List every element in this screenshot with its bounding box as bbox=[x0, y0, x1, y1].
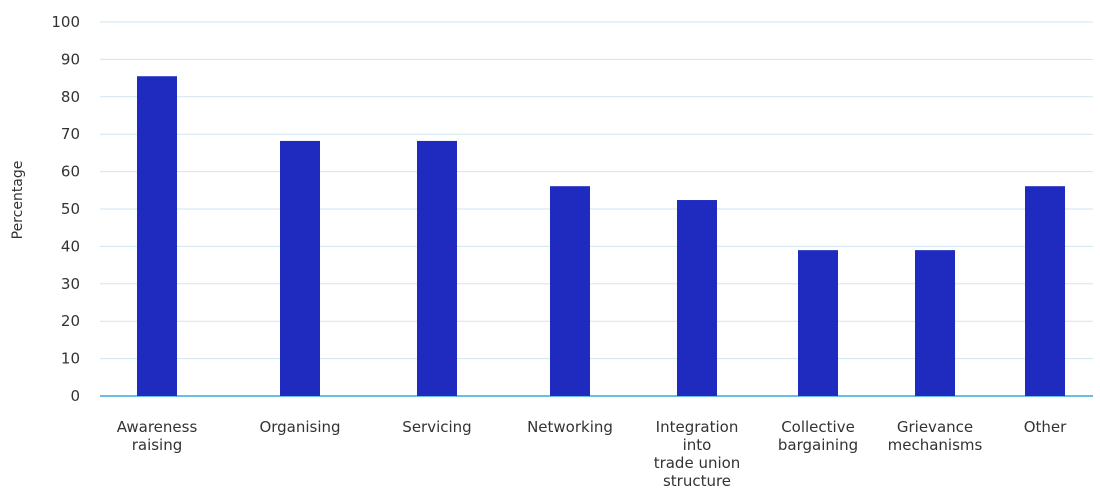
y-tick-label: 70 bbox=[61, 125, 80, 143]
x-category-label: Servicing bbox=[402, 418, 471, 436]
y-tick-label: 60 bbox=[61, 163, 80, 181]
bar bbox=[915, 250, 955, 396]
x-category-label-line: raising bbox=[132, 436, 183, 454]
y-tick-label: 100 bbox=[51, 13, 80, 31]
bar bbox=[417, 140, 457, 396]
y-tick-label: 10 bbox=[61, 350, 80, 368]
x-category-label: Other bbox=[1024, 418, 1067, 436]
bar bbox=[1025, 186, 1065, 396]
y-axis-ticks: 0 10 20 30 40 50 60 70 80 90 100 bbox=[51, 13, 80, 405]
x-category-label: Networking bbox=[527, 418, 613, 436]
x-category-label-line: bargaining bbox=[778, 436, 858, 454]
gridlines bbox=[100, 21, 1093, 397]
y-tick-label: 50 bbox=[61, 200, 80, 218]
bars bbox=[137, 76, 1065, 396]
y-tick-label: 40 bbox=[61, 237, 80, 255]
x-category-label-line: Servicing bbox=[402, 418, 471, 436]
x-category-label-line: trade union bbox=[654, 454, 741, 472]
x-category-label-line: Awareness bbox=[117, 418, 198, 436]
x-category-label-line: structure bbox=[663, 472, 731, 490]
x-category-label-line: Networking bbox=[527, 418, 613, 436]
x-category-label-line: Integration bbox=[656, 418, 739, 436]
y-axis-title: Percentage bbox=[10, 161, 26, 240]
x-category-label-line: Collective bbox=[781, 418, 855, 436]
x-category-label-line: mechanisms bbox=[888, 436, 983, 454]
bar bbox=[137, 76, 177, 396]
x-category-label: Organising bbox=[259, 418, 340, 436]
y-tick-label: 90 bbox=[61, 50, 80, 68]
x-category-label-line: Organising bbox=[259, 418, 340, 436]
x-category-label-line: Grievance bbox=[897, 418, 973, 436]
x-category-label-line: Other bbox=[1024, 418, 1067, 436]
y-tick-label: 30 bbox=[61, 275, 80, 293]
bar bbox=[550, 186, 590, 396]
y-tick-label: 80 bbox=[61, 88, 80, 106]
bar bbox=[677, 200, 717, 396]
y-tick-label: 0 bbox=[70, 387, 80, 405]
x-category-label-line: into bbox=[683, 436, 712, 454]
bar bbox=[798, 250, 838, 396]
y-tick-label: 20 bbox=[61, 312, 80, 330]
bar bbox=[280, 140, 320, 396]
